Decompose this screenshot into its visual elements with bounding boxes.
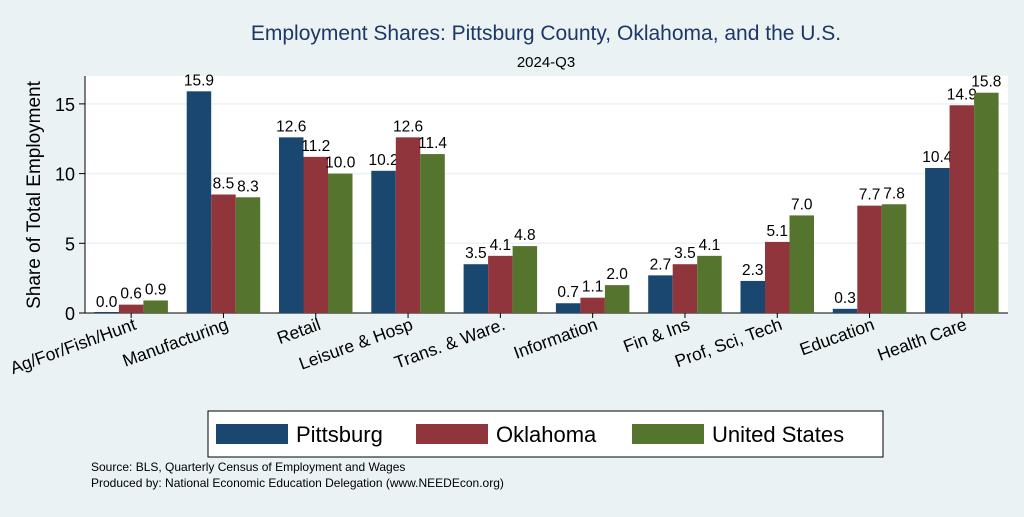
data-label-oklahoma-leisure-hosp: 12.6: [393, 118, 423, 135]
y-tick-label: 0: [65, 304, 75, 324]
y-tick-label: 5: [65, 234, 75, 254]
bar-united-states-trans-ware: [512, 246, 538, 313]
data-label-pittsburg-leisure-hosp: 10.2: [368, 152, 398, 169]
x-tick-label-prof-sci-tech: Prof, Sci, Tech: [672, 314, 785, 371]
note-produced: Produced by: National Economic Education…: [91, 476, 504, 490]
data-label-united-states-prof-sci-tech: 7.0: [791, 196, 813, 213]
bar-pittsburg-education: [832, 308, 858, 313]
bar-pittsburg-retail: [279, 137, 304, 313]
bar-pittsburg-information: [555, 303, 581, 313]
note-source: Source: BLS, Quarterly Census of Employm…: [91, 460, 405, 474]
bar-united-states-manufacturing: [235, 197, 261, 313]
x-tick-label-health-care: Health Care: [875, 314, 970, 365]
bar-oklahoma-manufacturing: [211, 194, 236, 313]
data-label-united-states-education: 7.8: [883, 185, 905, 202]
bar-united-states-leisure-hosp: [420, 154, 445, 313]
bar-united-states-prof-sci-tech: [789, 215, 814, 313]
data-label-oklahoma-ag-for-fish-hunt: 0.6: [120, 286, 142, 303]
data-label-united-states-health-care: 15.8: [971, 74, 1001, 91]
bar-oklahoma-health-care: [949, 105, 975, 313]
legend-swatch-oklahoma: [416, 424, 488, 444]
legend-label-pittsburg: Pittsburg: [296, 422, 383, 447]
data-label-united-states-ag-for-fish-hunt: 0.9: [145, 281, 167, 298]
bar-united-states-health-care: [974, 92, 999, 314]
y-axis-title: Share of Total Employment: [24, 80, 45, 308]
y-tick-label: 15: [55, 95, 75, 115]
chart-title: Employment Shares: Pittsburg County, Okl…: [251, 22, 841, 45]
bar-pittsburg-manufacturing: [186, 91, 212, 313]
bar-oklahoma-leisure-hosp: [395, 137, 421, 313]
x-tick-label-information: Information: [511, 314, 600, 363]
data-label-oklahoma-retail: 11.2: [301, 138, 330, 155]
data-label-pittsburg-fin-ins: 2.7: [650, 256, 672, 273]
bar-pittsburg-prof-sci-tech: [740, 280, 765, 313]
data-label-united-states-information: 2.0: [606, 266, 628, 283]
bar-united-states-education: [881, 204, 907, 313]
bar-oklahoma-fin-ins: [672, 264, 698, 313]
data-label-united-states-manufacturing: 8.3: [237, 178, 259, 195]
bar-oklahoma-ag-for-fish-hunt: [118, 304, 144, 313]
data-label-pittsburg-trans-ware: 3.5: [465, 245, 487, 262]
bar-oklahoma-retail: [303, 156, 328, 313]
data-label-pittsburg-health-care: 10.4: [922, 149, 953, 166]
bar-pittsburg-leisure-hosp: [371, 170, 396, 313]
legend: Pittsburg Oklahoma United States: [207, 410, 884, 458]
data-label-oklahoma-information: 1.1: [582, 279, 604, 296]
legend-swatch-pittsburg: [216, 424, 288, 444]
bar-united-states-information: [604, 285, 630, 313]
legend-label-oklahoma: Oklahoma: [496, 422, 597, 447]
data-label-oklahoma-prof-sci-tech: 5.1: [766, 223, 788, 240]
bar-oklahoma-prof-sci-tech: [765, 241, 790, 313]
data-label-united-states-fin-ins: 4.1: [699, 237, 721, 254]
data-label-united-states-trans-ware: 4.8: [514, 227, 536, 244]
bar-oklahoma-education: [857, 205, 882, 313]
data-label-united-states-retail: 10.0: [325, 155, 356, 172]
data-label-oklahoma-education: 7.7: [859, 187, 881, 204]
x-tick-label-manufacturing: Manufacturing: [120, 314, 231, 371]
data-label-pittsburg-prof-sci-tech: 2.3: [742, 262, 764, 279]
data-label-pittsburg-information: 0.7: [557, 284, 579, 301]
bar-pittsburg-ag-for-fish-hunt: [94, 312, 119, 313]
data-label-united-states-leisure-hosp: 11.4: [418, 135, 447, 152]
legend-swatch-united-states: [632, 424, 704, 444]
bar-pittsburg-trans-ware: [463, 264, 489, 313]
data-label-oklahoma-manufacturing: 8.5: [213, 176, 235, 193]
legend-label-united-states: United States: [712, 422, 844, 447]
data-label-pittsburg-manufacturing: 15.9: [184, 72, 214, 89]
bar-united-states-retail: [328, 173, 353, 313]
x-tick-label-education: Education: [797, 314, 877, 359]
data-label-pittsburg-ag-for-fish-hunt: 0.0: [96, 294, 118, 311]
bar-united-states-fin-ins: [697, 255, 722, 313]
bar-pittsburg-health-care: [925, 168, 950, 313]
data-label-pittsburg-education: 0.3: [834, 290, 856, 307]
data-label-pittsburg-retail: 12.6: [276, 118, 306, 135]
chart-subtitle: 2024-Q3: [517, 54, 575, 71]
legend-box: [207, 410, 884, 458]
data-label-oklahoma-health-care: 14.9: [947, 86, 977, 103]
data-label-oklahoma-trans-ware: 4.1: [490, 237, 512, 254]
bar-oklahoma-information: [580, 297, 605, 313]
bar-pittsburg-fin-ins: [648, 275, 673, 313]
bar-oklahoma-trans-ware: [488, 255, 513, 313]
bar-united-states-ag-for-fish-hunt: [143, 300, 168, 313]
y-tick-label: 10: [55, 165, 75, 185]
data-label-oklahoma-fin-ins: 3.5: [674, 245, 696, 262]
x-tick-label-retail: Retail: [274, 314, 323, 348]
